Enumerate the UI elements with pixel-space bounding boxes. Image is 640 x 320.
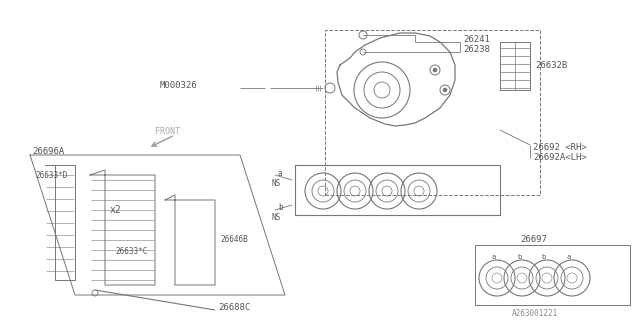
Text: 26241: 26241 <box>463 36 490 44</box>
Bar <box>325 30 540 195</box>
Text: a: a <box>278 170 283 179</box>
Text: b: b <box>542 254 546 260</box>
Text: 26692A<LH>: 26692A<LH> <box>533 154 587 163</box>
Text: a: a <box>567 254 571 260</box>
Text: A263001221: A263001221 <box>512 309 558 318</box>
Circle shape <box>433 68 437 72</box>
Text: 26688C: 26688C <box>218 303 250 313</box>
Text: 26632B: 26632B <box>535 60 567 69</box>
Text: 26696A: 26696A <box>32 148 64 156</box>
Text: x2: x2 <box>110 205 122 215</box>
Text: NS: NS <box>272 179 281 188</box>
Text: 26646B: 26646B <box>220 236 248 244</box>
Circle shape <box>443 88 447 92</box>
Text: M000326: M000326 <box>160 82 198 91</box>
Bar <box>295 165 500 215</box>
Bar <box>475 245 630 305</box>
Text: 26633*D: 26633*D <box>35 171 67 180</box>
Text: b: b <box>517 254 521 260</box>
Text: 26238: 26238 <box>463 45 490 54</box>
Text: NS: NS <box>272 213 281 222</box>
Text: a: a <box>492 254 496 260</box>
Text: b: b <box>278 204 283 212</box>
Text: 26692 <RH>: 26692 <RH> <box>533 143 587 153</box>
Text: 26633*C: 26633*C <box>115 247 147 257</box>
Text: 26697: 26697 <box>520 236 547 244</box>
Text: FRONT: FRONT <box>155 127 180 137</box>
